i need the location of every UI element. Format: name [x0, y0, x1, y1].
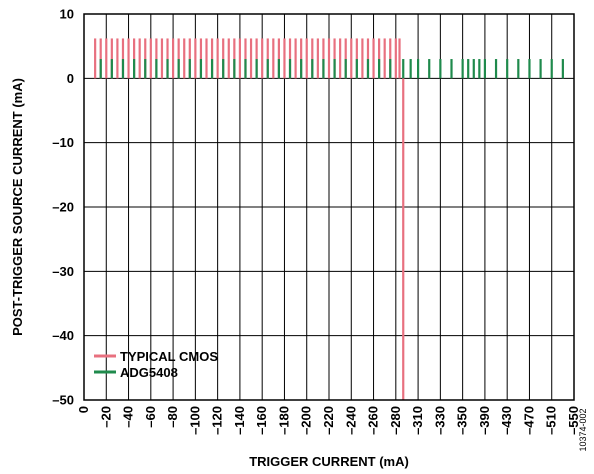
x-tick-label-5: –100	[187, 406, 202, 435]
x-tick-label-6: –120	[210, 406, 225, 435]
x-tick-label-7: –140	[232, 406, 247, 435]
y-tick-label-4: –30	[52, 264, 74, 279]
bars	[94, 38, 564, 400]
x-tick-label-21: –510	[544, 406, 559, 435]
y-tick-label-6: –50	[52, 393, 74, 408]
plot-frame	[83, 13, 575, 401]
x-tick-label-15: –310	[410, 406, 425, 435]
y-tick-label-0: 10	[60, 7, 74, 22]
x-tick-label-17: –350	[455, 406, 470, 435]
x-tick-label-3: –60	[143, 406, 158, 428]
x-tick-label-13: –260	[366, 406, 381, 435]
x-tick-label-9: –180	[276, 406, 291, 435]
y-tick-label-5: –40	[52, 328, 74, 343]
x-axis-label: TRIGGER CURRENT (mA)	[249, 454, 409, 469]
x-tick-label-12: –240	[343, 406, 358, 435]
x-tick-label-22: –550	[566, 406, 581, 435]
x-tick-label-2: –40	[121, 406, 136, 428]
x-tick-label-11: –220	[321, 406, 336, 435]
legend-label-typical-cmos: TYPICAL CMOS	[120, 349, 218, 364]
x-tick-label-20: –470	[521, 406, 536, 435]
x-tick-label-16: –330	[432, 406, 447, 435]
x-tick-label-0: 0	[76, 406, 91, 413]
y-axis-label: POST-TRIGGER SOURCE CURRENT (mA)	[10, 78, 25, 336]
x-tick-label-18: –390	[477, 406, 492, 435]
legend: TYPICAL CMOS ADG5408	[94, 349, 218, 380]
x-tick-label-10: –200	[299, 406, 314, 435]
x-tick-label-1: –20	[98, 406, 113, 428]
x-tick-label-8: –160	[254, 406, 269, 435]
y-tick-label-2: –10	[52, 135, 74, 150]
x-tick-label-14: –280	[388, 406, 403, 435]
x-tick-labels: 0 –20 –40 –60 –80 –100 –120 –140 –160 –180 –200 –22…	[76, 406, 581, 435]
y-tick-labels: 10 0 –10 –20 –30 –40 –50	[52, 7, 74, 408]
figure-id: 10374-002	[578, 408, 588, 451]
x-tick-label-19: –430	[499, 406, 514, 435]
x-tick-label-4: –80	[165, 406, 180, 428]
legend-label-adg5408: ADG5408	[120, 365, 178, 380]
y-tick-label-1: 0	[67, 71, 74, 86]
y-tick-label-3: –20	[52, 200, 74, 215]
